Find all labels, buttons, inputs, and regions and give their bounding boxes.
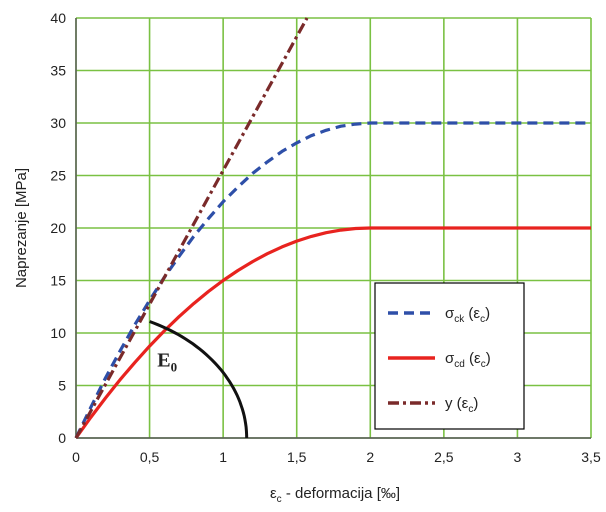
y-tick-label: 40 [50,10,66,26]
y-tick-label: 0 [58,430,66,446]
e0-arc [149,320,249,439]
annotation-group: E0 [149,320,249,439]
y-tick-labels: 0 5 10 15 20 25 30 35 40 [50,10,66,446]
x-tick-label: 1 [219,449,227,465]
legend-label: y (εc) [445,395,478,415]
y-tick-label: 10 [50,325,66,341]
series-lines [74,17,591,439]
y-tick-label: 30 [50,115,66,131]
x-tick-label: 1,5 [287,449,307,465]
x-tick-label: 0 [72,449,80,465]
y-tick-label: 5 [58,378,66,394]
y-tick-label: 35 [50,63,66,79]
series-line [74,17,309,439]
x-tick-labels: 0 0,5 1 1,5 2 2,5 3 3,5 [72,449,601,465]
series-line [74,226,591,439]
y-axis-label: Naprezanje [MPa] [13,168,30,288]
y-tick-label: 15 [50,273,66,289]
legend: σck (εc) σcd (εc) y (εc) [374,282,525,430]
x-axis-label: εc - deformacija [‰] [270,485,400,505]
x-tick-label: 3 [514,449,522,465]
y-tick-label: 25 [50,168,66,184]
legend-label: σcd (εc) [445,350,491,370]
legend-label: σck (εc) [445,305,490,325]
y-tick-label: 20 [50,220,66,236]
series-line [74,121,591,439]
e0-label: E0 [157,350,177,375]
x-tick-label: 3,5 [581,449,601,465]
legend-box [374,282,525,430]
x-tick-label: 0,5 [140,449,160,465]
x-tick-label: 2,5 [434,449,454,465]
x-tick-label: 2 [366,449,374,465]
